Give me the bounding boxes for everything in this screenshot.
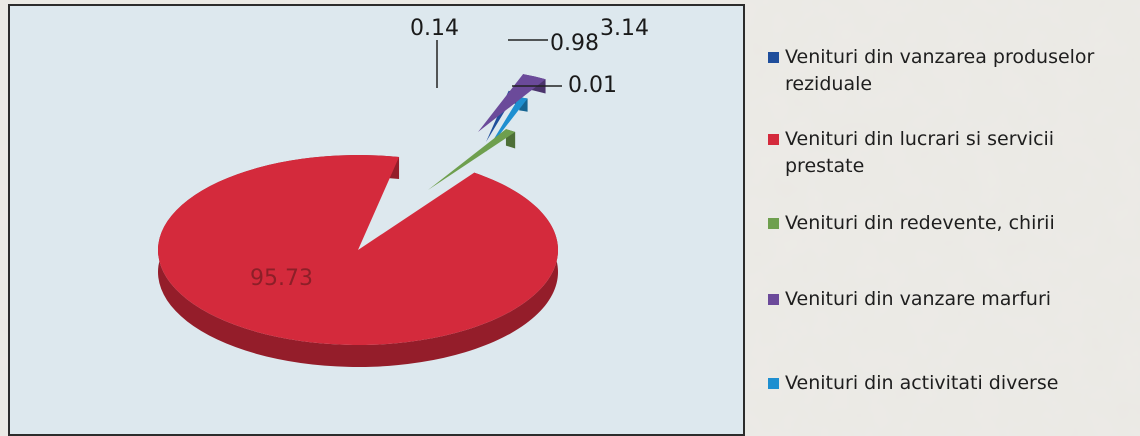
data-label-1: 95.73 xyxy=(250,266,313,291)
pie-slice-top xyxy=(478,74,546,132)
legend-item-redevente-chirii: Venituri din redevente, chirii xyxy=(768,210,1135,237)
pie-slice-top xyxy=(157,154,558,345)
data-label-2: 0.14 xyxy=(410,16,459,41)
pie-slice-3 xyxy=(478,74,546,132)
legend-label: Venituri din vanzarea produselor rezidua… xyxy=(785,46,1095,95)
legend-swatch xyxy=(768,294,779,305)
data-label-0: 0.01 xyxy=(568,73,617,98)
legend-swatch xyxy=(768,378,779,389)
legend-label: Venituri din redevente, chirii xyxy=(785,212,1055,234)
legend-swatch xyxy=(768,134,779,145)
legend-item-lucrari-servicii: Venituri din lucrari si servicii prestat… xyxy=(768,126,1135,180)
data-label-3: 3.14 xyxy=(600,16,649,41)
legend-item-produse-reziduale: Venituri din vanzarea produselor rezidua… xyxy=(768,44,1135,98)
pie-slices xyxy=(157,74,558,367)
pie-slice-top xyxy=(428,129,516,190)
pie-slice-1 xyxy=(157,154,558,367)
legend-swatch xyxy=(768,218,779,229)
legend-label: Venituri din activitati diverse xyxy=(785,372,1059,394)
legend-swatch xyxy=(768,52,779,63)
legend-item-vanzare-marfuri: Venituri din vanzare marfuri xyxy=(768,286,1135,313)
data-labels: 95.73 0.14 3.140.98 0.01 xyxy=(250,16,649,291)
legend-label: Venituri din lucrari si servicii prestat… xyxy=(785,128,1055,177)
pie-slice-2 xyxy=(428,129,516,190)
data-label-4: 0.98 xyxy=(550,31,599,56)
legend-label: Venituri din vanzare marfuri xyxy=(785,288,1052,310)
legend-item-activitati-diverse: Venituri din activitati diverse xyxy=(768,370,1135,397)
